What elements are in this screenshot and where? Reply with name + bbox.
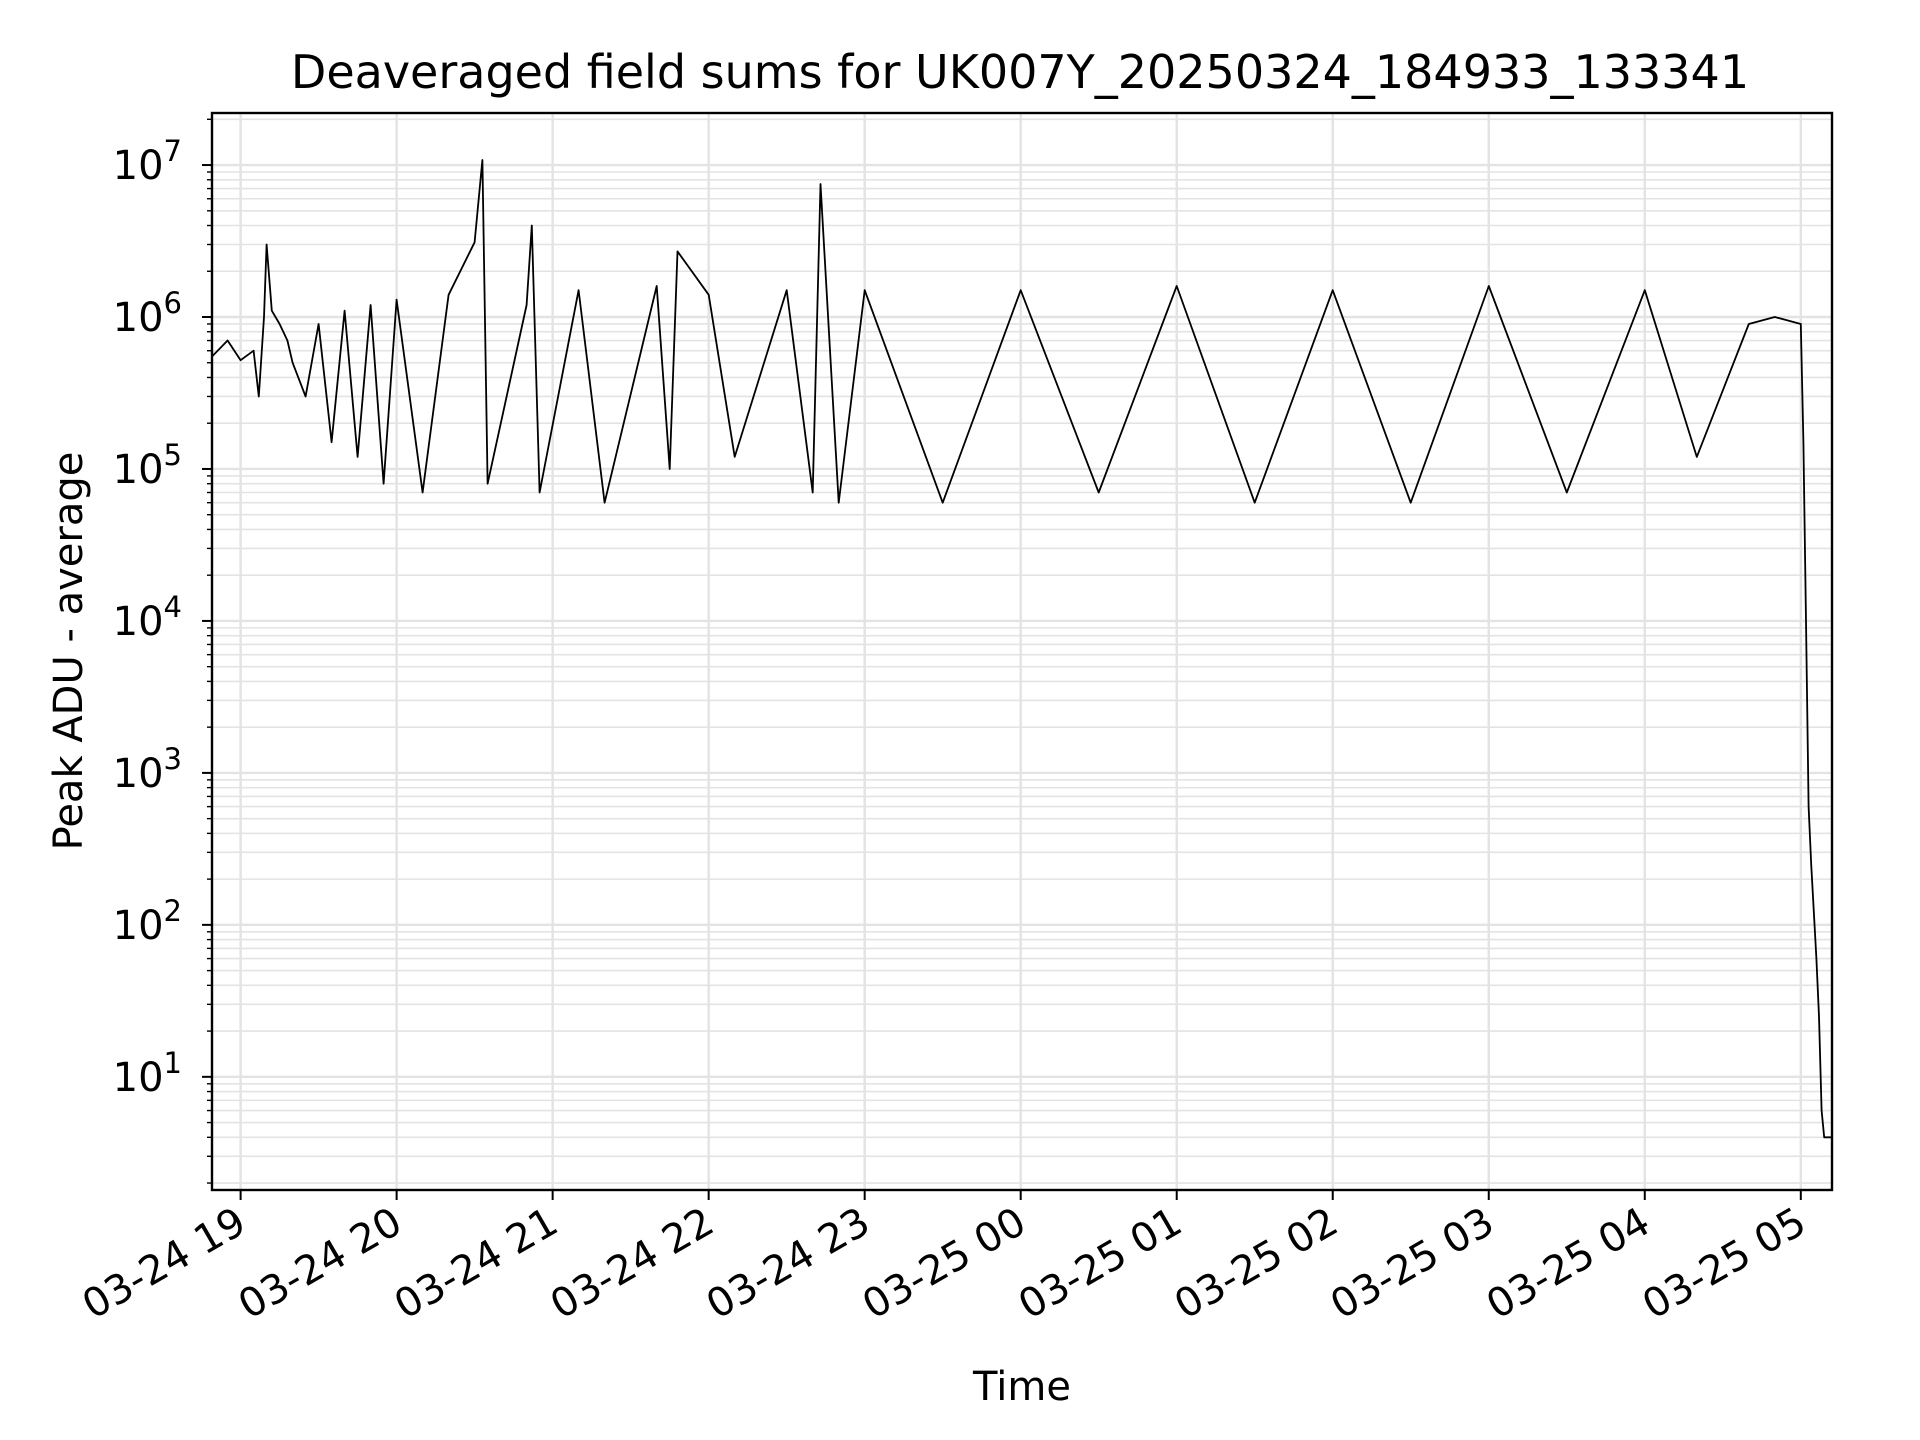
plot-frame — [210, 111, 1834, 1192]
y-tick-exponent: 1 — [164, 1046, 182, 1080]
data-line-group — [211, 159, 1832, 1139]
grid — [212, 113, 1832, 1190]
y-tick-base: 10 — [113, 143, 164, 189]
y-tick-label: 105 — [113, 438, 182, 493]
y-axis-label: Peak ADU - average — [46, 452, 92, 851]
y-tick-exponent: 7 — [164, 134, 182, 168]
y-tick-base: 10 — [113, 903, 164, 949]
x-axis-label: Time — [972, 1364, 1071, 1410]
y-tick-exponent: 3 — [164, 742, 182, 776]
y-tick-exponent: 6 — [164, 286, 182, 320]
y-tick-exponent: 5 — [164, 438, 182, 472]
y-tick-label: 101 — [113, 1046, 182, 1101]
y-tick-label: 104 — [113, 590, 182, 645]
y-tick-label: 102 — [113, 894, 182, 949]
y-tick-base: 10 — [113, 447, 164, 493]
y-tick-label: 106 — [113, 286, 182, 341]
series-line — [211, 159, 1832, 1139]
y-tick-base: 10 — [113, 1055, 164, 1101]
y-tick-base: 10 — [113, 295, 164, 341]
y-tick-label: 107 — [113, 134, 182, 189]
chart-title: Deaveraged field sums for UK007Y_2025032… — [291, 45, 1749, 99]
y-tick-base: 10 — [113, 751, 164, 797]
y-tick-base: 10 — [113, 599, 164, 645]
y-tick-exponent: 2 — [164, 894, 182, 928]
y-tick-label: 103 — [113, 742, 182, 797]
y-tick-exponent: 4 — [164, 590, 182, 624]
